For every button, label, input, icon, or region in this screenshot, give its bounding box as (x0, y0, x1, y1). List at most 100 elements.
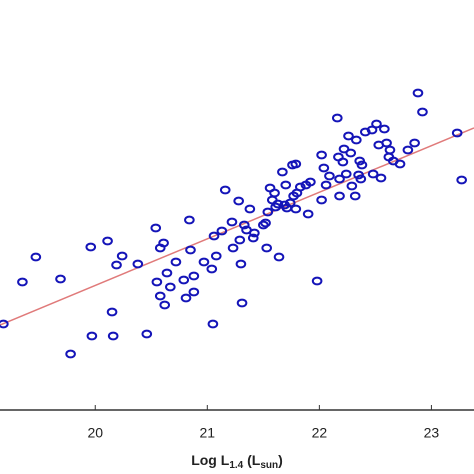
data-point (207, 319, 219, 329)
data-point (334, 174, 345, 184)
data-point (258, 220, 269, 230)
data-point (261, 243, 272, 253)
data-point (318, 163, 330, 173)
data-point (249, 228, 260, 238)
data-point (111, 260, 122, 270)
data-point (208, 231, 220, 241)
data-point (206, 264, 218, 274)
data-point (381, 138, 392, 148)
data-point (107, 331, 119, 341)
data-point (316, 150, 327, 160)
data-point (375, 173, 387, 183)
data-point (334, 191, 345, 201)
data-point (165, 282, 176, 292)
data-point (379, 124, 390, 134)
data-point (417, 107, 428, 117)
data-point (349, 191, 361, 201)
data-point (180, 293, 192, 303)
data-point (188, 271, 200, 281)
data-point (216, 226, 228, 236)
data-point (236, 298, 248, 308)
data-point (235, 259, 247, 269)
x-tick-label: 23 (424, 425, 440, 441)
data-point (338, 144, 350, 154)
x-tick-label: 22 (312, 425, 328, 441)
data-point (85, 242, 97, 252)
data-point (188, 287, 200, 297)
data-point (269, 188, 280, 198)
fit-line (0, 127, 474, 326)
data-point (151, 277, 163, 287)
data-point (273, 252, 285, 262)
x-axis-label-part: 1.4 (229, 460, 243, 471)
data-point (272, 199, 284, 209)
x-tick-label: 21 (200, 425, 216, 441)
data-point (351, 135, 362, 145)
data-point (210, 251, 222, 261)
data-point (55, 274, 66, 284)
data-point (356, 160, 368, 170)
data-point (226, 217, 238, 227)
data-point (158, 238, 169, 248)
data-point (266, 195, 278, 205)
data-point (86, 331, 98, 341)
data-point (106, 307, 118, 317)
x-axis-label-part: sun (260, 460, 278, 471)
data-point (451, 128, 463, 138)
x-tick-label: 20 (87, 425, 103, 441)
data-point (290, 204, 302, 214)
data-point (394, 159, 406, 169)
x-axis-label: Log L1.4 (Lsun) (191, 452, 283, 471)
data-point (384, 145, 396, 155)
data-point (150, 223, 162, 233)
data-point (30, 252, 42, 262)
data-point (247, 233, 259, 243)
data-point (262, 207, 274, 217)
data-point (456, 175, 467, 185)
data-point (65, 349, 76, 359)
data-point (17, 277, 28, 287)
data-point (355, 174, 367, 184)
data-point (316, 195, 327, 205)
x-axis-label-part: Log L (191, 452, 230, 468)
data-point (337, 157, 349, 167)
data-point (343, 131, 354, 141)
data-point (277, 167, 288, 177)
data-point (295, 182, 306, 192)
data-point (284, 198, 296, 208)
x-axis-label-part: (L (243, 452, 261, 468)
data-point (154, 291, 166, 301)
data-point (280, 180, 292, 190)
data-point (159, 300, 171, 310)
data-point (340, 169, 352, 179)
data-point (260, 218, 271, 228)
data-point (198, 257, 210, 267)
data-point (132, 259, 144, 269)
data-point (219, 185, 231, 195)
data-point (371, 119, 382, 129)
x-axis-label-part: ) (278, 452, 283, 468)
data-point (311, 276, 323, 286)
data-point (367, 169, 379, 179)
data-point (409, 138, 420, 148)
data-point (345, 148, 357, 158)
data-point (324, 171, 335, 181)
data-point (178, 275, 190, 285)
data-point (244, 204, 256, 214)
data-point (320, 180, 332, 190)
data-point (238, 220, 250, 230)
data-point (402, 145, 414, 155)
data-point (331, 113, 343, 123)
data-point (141, 329, 153, 339)
data-point (102, 236, 113, 246)
data-point (412, 88, 424, 98)
data-point (161, 268, 173, 278)
data-point (305, 177, 316, 187)
data-point (184, 215, 195, 225)
data-point (227, 243, 239, 253)
data-point (234, 235, 246, 245)
data-point (346, 181, 358, 191)
data-point (302, 209, 314, 219)
data-point (0, 319, 9, 329)
